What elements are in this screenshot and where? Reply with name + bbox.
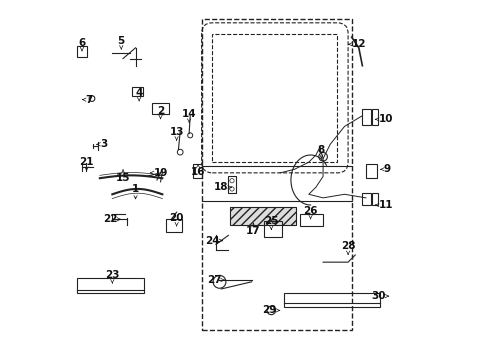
Text: 6: 6 [78,38,85,48]
Text: 27: 27 [206,275,221,285]
Text: 14: 14 [182,109,196,119]
Text: 10: 10 [378,114,392,124]
Text: 24: 24 [204,236,219,246]
Text: 26: 26 [303,206,317,216]
Text: 29: 29 [262,305,276,315]
Text: 28: 28 [340,242,355,251]
Text: 25: 25 [264,216,278,226]
Text: 3: 3 [100,139,107,149]
Bar [230,207,296,225]
Text: 17: 17 [245,226,260,237]
Text: 22: 22 [103,214,118,224]
Text: 23: 23 [105,270,120,280]
Text: 2: 2 [157,106,164,116]
Text: 18: 18 [213,182,228,192]
Text: 21: 21 [79,157,94,167]
Text: 11: 11 [378,200,392,210]
Text: 9: 9 [383,164,390,174]
Text: 19: 19 [153,168,167,178]
Text: 4: 4 [135,88,142,98]
Text: 5: 5 [118,36,124,46]
Text: 1: 1 [132,184,139,194]
Text: 7: 7 [85,95,93,105]
Text: 13: 13 [169,127,183,137]
Text: 20: 20 [169,213,183,223]
Text: 12: 12 [351,39,366,49]
Text: 8: 8 [317,145,324,155]
Text: 30: 30 [370,291,385,301]
Text: 16: 16 [190,167,205,177]
Text: 15: 15 [116,173,130,183]
